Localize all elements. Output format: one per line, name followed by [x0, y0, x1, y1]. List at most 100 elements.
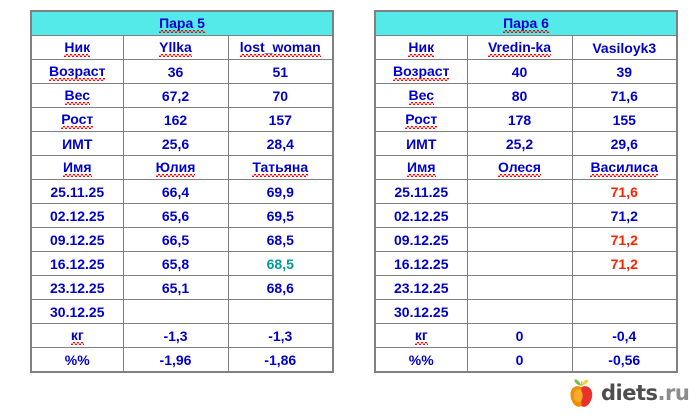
- table-row[interactable]: 16.12.25 65,8 68,5: [30, 251, 334, 276]
- cell-value[interactable]: [571, 275, 678, 300]
- row-label: %%: [374, 347, 468, 373]
- cell-value[interactable]: 25,2: [466, 131, 573, 156]
- table-row[interactable]: Возраст 40 39: [374, 59, 678, 84]
- brand-logo[interactable]: diets.ru: [568, 377, 690, 409]
- table-row[interactable]: 02.12.25 65,6 69,5: [30, 203, 334, 228]
- cell-value[interactable]: 71,6: [571, 83, 678, 108]
- table-row[interactable]: ИМТ 25,6 28,4: [30, 131, 334, 156]
- apple-icon: [568, 378, 595, 408]
- table-row[interactable]: 23.12.25: [374, 275, 678, 300]
- table-row[interactable]: 09.12.25 71,2: [374, 227, 678, 252]
- cell-value[interactable]: lost_woman: [227, 35, 334, 60]
- table-row[interactable]: Ник Vredin-ka Vasiloyk3: [374, 35, 678, 60]
- cell-value[interactable]: 155: [571, 107, 678, 132]
- cell-value[interactable]: 0: [466, 323, 573, 348]
- table-row[interactable]: 23.12.25 65,1 68,6: [30, 275, 334, 300]
- cell-value[interactable]: 65,6: [122, 203, 229, 228]
- cell-value[interactable]: -1,3: [227, 323, 334, 348]
- table-row[interactable]: Вес 67,2 70: [30, 83, 334, 108]
- cell-value[interactable]: 71,2: [571, 251, 678, 276]
- cell-value[interactable]: [466, 203, 573, 228]
- table-row[interactable]: Имя Юлия Татьяна: [30, 155, 334, 180]
- row-label: Вес: [374, 83, 468, 108]
- row-label: 16.12.25: [30, 251, 124, 276]
- table-row[interactable]: кг -1,3 -1,3: [30, 323, 334, 348]
- cell-value[interactable]: 157: [227, 107, 334, 132]
- cell-value[interactable]: 36: [122, 59, 229, 84]
- table-row[interactable]: 30.12.25: [30, 299, 334, 324]
- cell-value[interactable]: Yllka: [122, 35, 229, 60]
- cell-value[interactable]: 71,2: [571, 203, 678, 228]
- pair-title: Пара 6: [374, 10, 678, 36]
- cell-value[interactable]: 69,9: [227, 179, 334, 204]
- table-row[interactable]: 02.12.25 71,2: [374, 203, 678, 228]
- cell-value[interactable]: 71,6: [571, 179, 678, 204]
- table-row[interactable]: 30.12.25: [374, 299, 678, 324]
- table-row[interactable]: 25.11.25 66,4 69,9: [30, 179, 334, 204]
- brand-name-text: diets: [601, 380, 658, 405]
- row-label: 30.12.25: [374, 299, 468, 324]
- cell-value[interactable]: [466, 275, 573, 300]
- cell-value[interactable]: 28,4: [227, 131, 334, 156]
- cell-value[interactable]: Vasiloyk3: [571, 35, 678, 60]
- row-label: кг: [374, 323, 468, 348]
- table-row[interactable]: Рост 162 157: [30, 107, 334, 132]
- cell-value[interactable]: -0,4: [571, 323, 678, 348]
- cell-value[interactable]: 67,2: [122, 83, 229, 108]
- cell-value[interactable]: [466, 179, 573, 204]
- cell-value[interactable]: -1,86: [227, 347, 334, 373]
- cell-value[interactable]: 80: [466, 83, 573, 108]
- cell-value[interactable]: 0: [466, 347, 573, 373]
- cell-value[interactable]: [466, 227, 573, 252]
- table-row[interactable]: ИМТ 25,2 29,6: [374, 131, 678, 156]
- cell-value[interactable]: 71,2: [571, 227, 678, 252]
- cell-value[interactable]: Олеся: [466, 155, 573, 180]
- pair-title: Пара 5: [30, 10, 334, 36]
- cell-value[interactable]: 68,6: [227, 275, 334, 300]
- table-row[interactable]: кг 0 -0,4: [374, 323, 678, 348]
- pair-table-6[interactable]: Пара 6 Ник Vredin-ka Vasiloyk3 Возраст 40 39 Ве…: [374, 10, 679, 373]
- cell-value[interactable]: 25,6: [122, 131, 229, 156]
- table-row[interactable]: %% 0 -0,56: [374, 347, 678, 373]
- cell-value[interactable]: [571, 299, 678, 324]
- cell-value[interactable]: 69,5: [227, 203, 334, 228]
- cell-value[interactable]: 66,4: [122, 179, 229, 204]
- table-row[interactable]: Имя Олеся Василиса: [374, 155, 678, 180]
- cell-value[interactable]: [227, 299, 334, 324]
- cell-value[interactable]: Юлия: [122, 155, 229, 180]
- cell-value[interactable]: 65,8: [122, 251, 229, 276]
- cell-value[interactable]: 65,1: [122, 275, 229, 300]
- table-row[interactable]: 16.12.25 71,2: [374, 251, 678, 276]
- cell-value[interactable]: 70: [227, 83, 334, 108]
- pair-table-5[interactable]: Пара 5 Ник Yllka lost_woman Возраст 36 51 Вес 67…: [30, 10, 335, 373]
- table-row[interactable]: 09.12.25 66,5 68,5: [30, 227, 334, 252]
- table-row[interactable]: 25.11.25 71,6: [374, 179, 678, 204]
- cell-value[interactable]: [466, 251, 573, 276]
- row-label: 16.12.25: [374, 251, 468, 276]
- cell-value[interactable]: 40: [466, 59, 573, 84]
- cell-value[interactable]: 68,5: [227, 251, 334, 276]
- cell-value[interactable]: -1,96: [122, 347, 229, 373]
- cell-value[interactable]: -0,56: [571, 347, 678, 373]
- cell-value[interactable]: 66,5: [122, 227, 229, 252]
- cell-value[interactable]: 178: [466, 107, 573, 132]
- cell-value[interactable]: 39: [571, 59, 678, 84]
- row-label: 25.11.25: [374, 179, 468, 204]
- cell-value[interactable]: 162: [122, 107, 229, 132]
- row-label: 02.12.25: [374, 203, 468, 228]
- cell-value[interactable]: 51: [227, 59, 334, 84]
- cell-value[interactable]: [122, 299, 229, 324]
- cell-value[interactable]: Vredin-ka: [466, 35, 573, 60]
- table-row[interactable]: Возраст 36 51: [30, 59, 334, 84]
- pair-table-6-body: Пара 6 Ник Vredin-ka Vasiloyk3 Возраст 40 39 Ве…: [374, 10, 678, 373]
- cell-value[interactable]: Василиса: [571, 155, 678, 180]
- cell-value[interactable]: [466, 299, 573, 324]
- cell-value[interactable]: Татьяна: [227, 155, 334, 180]
- table-row[interactable]: Рост 178 155: [374, 107, 678, 132]
- table-row[interactable]: Вес 80 71,6: [374, 83, 678, 108]
- cell-value[interactable]: 29,6: [571, 131, 678, 156]
- cell-value[interactable]: 68,5: [227, 227, 334, 252]
- table-row[interactable]: %% -1,96 -1,86: [30, 347, 334, 373]
- table-row[interactable]: Ник Yllka lost_woman: [30, 35, 334, 60]
- cell-value[interactable]: -1,3: [122, 323, 229, 348]
